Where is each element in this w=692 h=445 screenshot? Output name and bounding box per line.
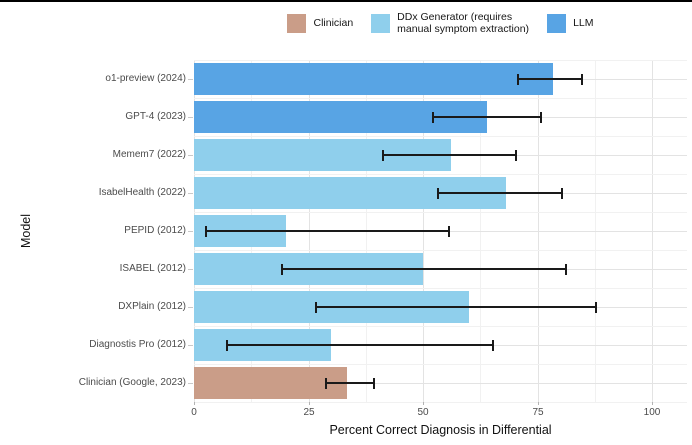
x-axis-tick: [538, 402, 539, 405]
y-minor-gridline: [194, 174, 687, 175]
y-axis-tick: [188, 269, 193, 270]
y-axis-tick: [188, 117, 193, 118]
y-axis-labels: o1-preview (2024) GPT-4 (2023) Memem7 (202…: [0, 60, 186, 402]
error-bar-line: [432, 116, 540, 118]
error-bar-cap: [448, 226, 450, 237]
error-bar-cap: [226, 340, 228, 351]
error-bar-cap: [281, 264, 283, 275]
legend-item-ddx: DDx Generator (requires manual symptom e…: [371, 11, 529, 36]
error-bar-cap: [325, 378, 327, 389]
y-axis-label: Diagnostis Pro (2012): [89, 339, 186, 350]
x-axis-tick: [652, 402, 653, 405]
x-axis-tick: [423, 402, 424, 405]
legend-label-ddx: DDx Generator (requires manual symptom e…: [397, 10, 530, 35]
error-bar-line: [205, 230, 448, 232]
y-axis-label: PEPID (2012): [124, 225, 186, 236]
y-axis-label: DXPlain (2012): [118, 301, 186, 312]
x-axis-title: Percent Correct Diagnosis in Differentia…: [329, 423, 552, 437]
y-minor-gridline: [194, 288, 687, 289]
x-axis-tick: [194, 402, 195, 405]
legend-label-clinician: Clinician: [313, 16, 354, 29]
error-bar-cap: [595, 302, 597, 313]
error-bar-cap: [437, 188, 439, 199]
error-bar-line: [437, 192, 561, 194]
bar: [194, 63, 553, 95]
x-tick-label: 75: [532, 407, 544, 418]
y-minor-gridline: [194, 136, 687, 137]
y-minor-gridline: [194, 60, 687, 61]
error-bar-cap: [432, 112, 434, 123]
x-tick-label: 50: [417, 407, 429, 418]
y-axis-label: Memem7 (2022): [112, 149, 186, 160]
x-tick-label: 100: [643, 407, 661, 418]
y-minor-gridline: [194, 212, 687, 213]
y-axis-tick: [188, 307, 193, 308]
y-axis-tick: [188, 193, 193, 194]
error-bar-line: [325, 382, 373, 384]
y-major-gridline: [194, 383, 687, 384]
y-axis-label: o1-preview (2024): [105, 73, 186, 84]
y-minor-gridline: [194, 326, 687, 327]
legend-swatch-llm: [547, 13, 567, 33]
y-axis-label: Clinician (Google, 2023): [78, 377, 186, 388]
y-axis-label: ISABEL (2012): [119, 263, 186, 274]
legend-item-llm: LLM: [547, 13, 594, 33]
y-axis-tick: [188, 345, 193, 346]
legend-swatch-clinician: [287, 13, 307, 33]
y-axis-tick: [188, 231, 193, 232]
y-axis-tick: [188, 79, 193, 80]
error-bar-line: [281, 268, 565, 270]
bar: [194, 367, 347, 399]
y-axis-label: IsabelHealth (2022): [98, 187, 186, 198]
error-bar-cap: [315, 302, 317, 313]
window-top-border: [0, 0, 692, 2]
y-axis-tick: [188, 383, 193, 384]
error-bar-line: [226, 344, 492, 346]
error-bar-cap: [382, 150, 384, 161]
error-bar-line: [517, 78, 581, 80]
y-minor-gridline: [194, 250, 687, 251]
x-tick-label: 0: [191, 407, 197, 418]
error-bar-cap: [561, 188, 563, 199]
error-bar-cap: [492, 340, 494, 351]
error-bar-line: [382, 154, 515, 156]
y-minor-gridline: [194, 364, 687, 365]
x-tick-label: 25: [303, 407, 315, 418]
x-axis-tick: [309, 402, 310, 405]
y-axis-tick: [188, 155, 193, 156]
y-minor-gridline: [194, 98, 687, 99]
error-bar-line: [315, 306, 595, 308]
error-bar-cap: [581, 74, 583, 85]
error-bar-cap: [515, 150, 517, 161]
error-bar-cap: [205, 226, 207, 237]
legend-swatch-ddx: [371, 13, 391, 33]
legend-label-llm: LLM: [573, 16, 594, 29]
legend-item-clinician: Clinician: [287, 13, 354, 33]
plot-panel: 0 25 50 75 100: [191, 60, 687, 418]
error-bar-cap: [373, 378, 375, 389]
error-bar-cap: [540, 112, 542, 123]
y-minor-gridline: [194, 402, 687, 403]
error-bar-cap: [565, 264, 567, 275]
error-bar-cap: [517, 74, 519, 85]
chart-legend: Clinician DDx Generator (requires manual …: [194, 6, 687, 40]
y-axis-label: GPT-4 (2023): [125, 111, 186, 122]
